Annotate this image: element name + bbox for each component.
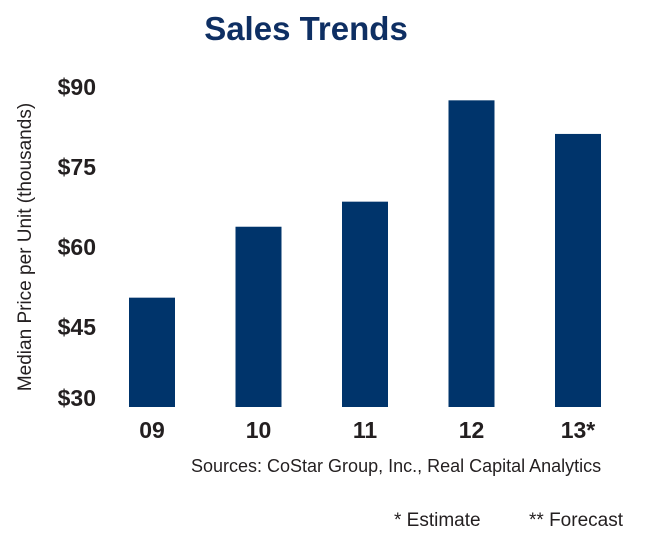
bar <box>235 226 282 407</box>
x-tick-label: 09 <box>139 417 165 443</box>
bar <box>555 133 601 407</box>
y-tick-label: $90 <box>58 74 96 100</box>
y-tick-label: $45 <box>58 314 97 340</box>
y-tick-label: $75 <box>58 154 97 180</box>
bar <box>342 201 388 407</box>
bar <box>448 100 495 407</box>
footnote-estimate: * Estimate <box>394 510 481 531</box>
y-tick-label: $30 <box>58 385 96 411</box>
y-tick-label: $60 <box>58 234 96 260</box>
chart-title: Sales Trends <box>204 10 408 47</box>
footnote-forecast: ** Forecast <box>529 510 623 531</box>
bar <box>129 297 175 407</box>
x-tick-label: 10 <box>246 417 272 443</box>
sources-note: Sources: CoStar Group, Inc., Real Capita… <box>191 456 602 476</box>
x-tick-label: 13* <box>561 417 596 443</box>
x-tick-label: 12 <box>459 417 485 443</box>
x-tick-label: 11 <box>353 417 378 443</box>
